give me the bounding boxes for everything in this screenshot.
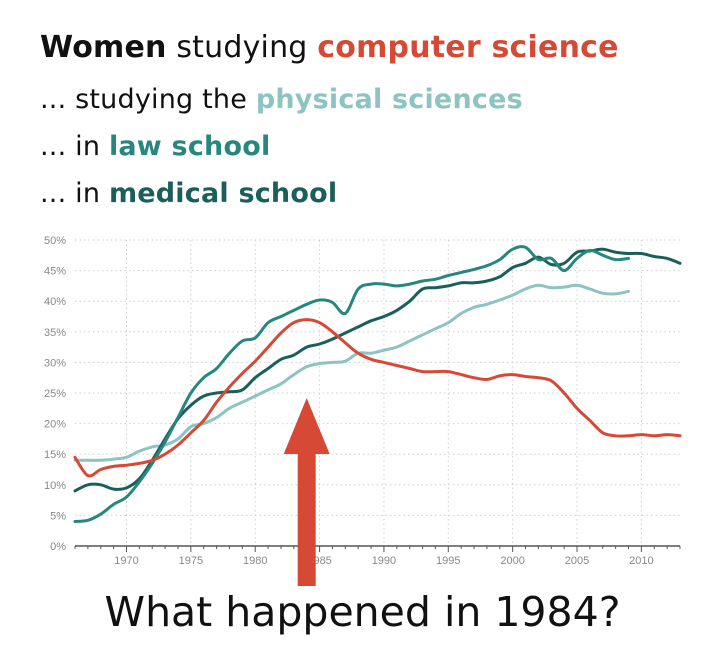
x-tick-label: 1990 [372,555,396,567]
x-tick-label: 1975 [179,555,203,567]
x-tick-label: 1995 [436,555,460,567]
y-tick-label: 10% [44,480,66,492]
arrow-head [283,398,330,454]
question-caption: What happened in 1984? [104,588,621,636]
legend-medical-school: medical school [108,178,338,209]
annotation-arrow [283,398,330,586]
y-tick-label: 5% [50,510,66,522]
x-tick-label: 1970 [114,555,138,567]
legend-computer-science: computer science [317,30,619,65]
y-tick-label: 20% [44,419,66,431]
y-tick-label: 35% [44,327,66,339]
headline-prefix-4: ... in [40,178,109,209]
line-chart: 0% 5% 10% 15% 20% 25% 30% 35% 40% 45% 50% 1970 1975… [44,235,682,586]
y-tick-label: 40% [44,296,66,308]
arrow-shaft [297,452,316,586]
series-line-computer-science [73,318,682,478]
x-tick-label: 1980 [243,555,267,567]
y-tick-label: 30% [44,357,66,369]
chart-grid [75,239,680,546]
x-axis: 1970 1975 1980 1985 1990 1995 2000 2005 2010 [74,545,681,567]
headline-prefix-2: ... studying the [40,84,256,115]
y-tick-label: 50% [44,235,66,247]
headline-line-physical-sciences: ... studying the physical sciences [40,84,523,115]
y-tick-label: 45% [44,266,66,278]
headline-line-law-school: ... in law school [40,131,270,162]
series-line-physical-sciences [73,283,630,462]
headline-prefix-3: ... in [40,131,109,162]
x-tick-label: 2005 [565,555,589,567]
legend-law-school: law school [108,131,271,162]
headline-line-medical-school: ... in medical school [40,178,337,209]
headline-line-computer-science: Women studying computer science [40,30,619,65]
headline-women: Women [40,30,167,65]
x-tick-label: 2000 [500,555,524,567]
x-tick-label: 2010 [629,555,653,567]
chart-series [73,245,682,523]
y-tick-label: 15% [44,449,66,461]
y-tick-label: 0% [50,541,66,553]
y-axis-ticks: 0% 5% 10% 15% 20% 25% 30% 35% 40% 45% 50% [44,235,66,553]
series-line-law-school [73,245,630,523]
y-tick-label: 25% [44,388,66,400]
legend-physical-sciences: physical sciences [255,84,523,115]
headline-studying: studying [166,30,318,65]
